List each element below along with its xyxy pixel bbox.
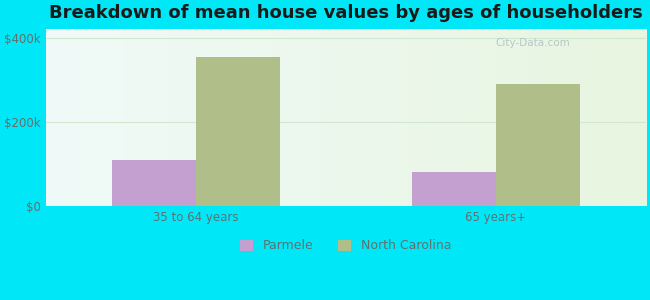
Legend: Parmele, North Carolina: Parmele, North Carolina (240, 239, 451, 253)
Bar (196, 57, 280, 206)
Text: City-Data.com: City-Data.com (496, 38, 571, 48)
Bar (112, 160, 196, 206)
Bar (411, 172, 496, 206)
Title: Breakdown of mean house values by ages of householders: Breakdown of mean house values by ages o… (49, 4, 643, 22)
Bar (496, 84, 580, 206)
